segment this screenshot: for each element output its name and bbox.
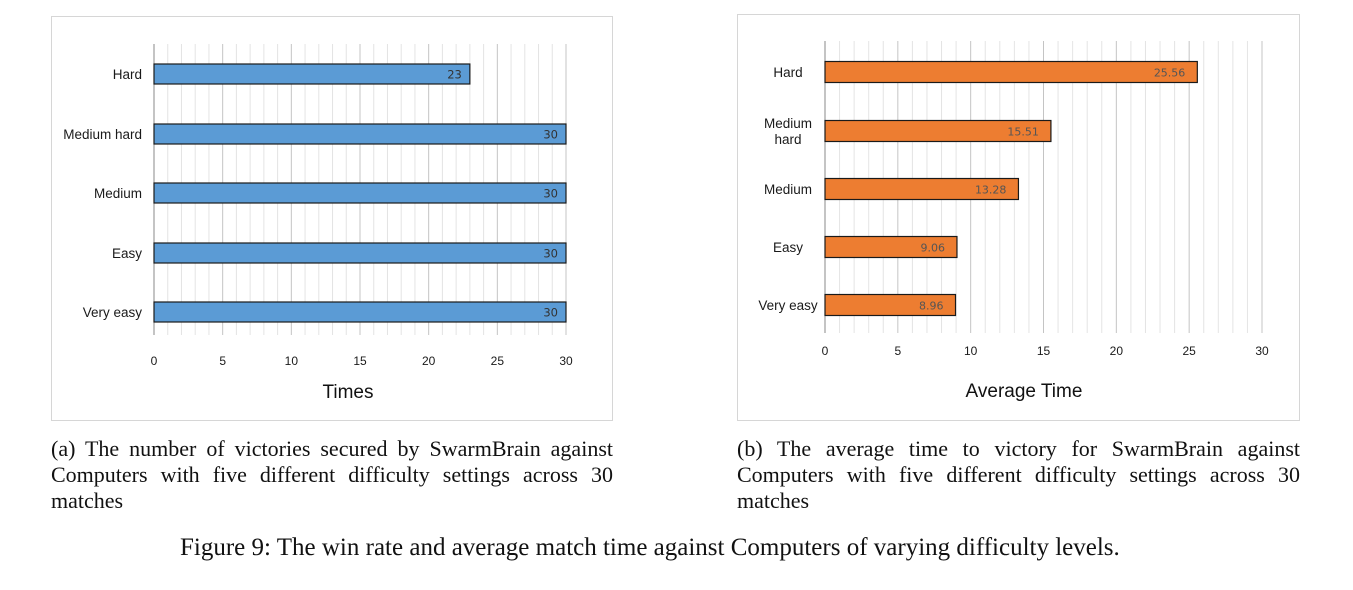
category-label: Hard [113, 67, 142, 82]
x-tick-label: 25 [491, 354, 505, 368]
bar-easy [824, 235, 958, 259]
category-label: Medium [764, 116, 812, 131]
x-tick-label: 30 [1255, 344, 1269, 358]
data-label: 25.56 [1154, 67, 1186, 80]
category-label: Medium hard [63, 127, 142, 142]
x-tick-label: 5 [894, 344, 901, 358]
category-label: hard [774, 132, 801, 147]
x-tick-label: 15 [1037, 344, 1051, 358]
bar-hard [824, 60, 1198, 84]
x-tick-label: 15 [353, 354, 367, 368]
x-tick-label: 20 [422, 354, 436, 368]
data-label: 30 [543, 306, 558, 320]
x-tick-label: 25 [1182, 344, 1196, 358]
figure-caption: Figure 9: The win rate and average match… [180, 534, 1120, 561]
x-tick-label: 10 [964, 344, 978, 358]
x-tick-label: 20 [1110, 344, 1124, 358]
bar-very-easy [824, 293, 957, 317]
chart-victories-svg: 0 5 10 15 20 25 30 Times 23 Hard 30 Medium hard 30 Me… [63, 44, 573, 403]
data-label: 30 [543, 187, 558, 201]
data-label: 15.51 [1007, 126, 1039, 139]
x-axis-title: Times [322, 382, 373, 403]
category-label: Medium [764, 182, 812, 197]
bar-very-easy [153, 301, 567, 323]
data-label: 8.96 [919, 300, 944, 313]
category-label: Very easy [758, 298, 818, 313]
bar-medium-hard [153, 123, 567, 145]
data-label: 9.06 [920, 242, 945, 255]
chart-victories: 0 5 10 15 20 25 30 Times 23 Hard 30 Medium hard 30 Me… [51, 16, 613, 421]
data-label: 13.28 [975, 184, 1007, 197]
chart-average-time: 0 5 10 15 20 25 30 Average Time 25.56 Hard 15.51 Me… [737, 14, 1300, 421]
x-axis-title: Average Time [966, 381, 1083, 402]
category-label: Medium [94, 186, 142, 201]
category-label: Hard [773, 65, 802, 80]
x-tick-label: 5 [219, 354, 226, 368]
data-label: 23 [447, 68, 462, 82]
category-label: Easy [112, 246, 142, 261]
bar-easy [153, 242, 567, 264]
subcaption-a: (a) The number of victories secured by S… [51, 436, 613, 513]
x-tick-label: 30 [559, 354, 573, 368]
data-label: 30 [543, 247, 558, 261]
x-tick-label: 0 [822, 344, 829, 358]
category-label: Easy [773, 240, 803, 255]
x-tick-label: 0 [151, 354, 158, 368]
category-label: Very easy [83, 305, 143, 320]
bar-hard [153, 63, 471, 85]
bar-medium [153, 182, 567, 204]
subcaption-b: (b) The average time to victory for Swar… [737, 436, 1300, 513]
data-label: 30 [543, 128, 558, 142]
chart-average-time-svg: 0 5 10 15 20 25 30 Average Time 25.56 Hard 15.51 Me… [758, 41, 1269, 402]
bar-medium-hard [824, 119, 1052, 143]
x-tick-label: 10 [285, 354, 299, 368]
bar-medium [824, 177, 1020, 201]
